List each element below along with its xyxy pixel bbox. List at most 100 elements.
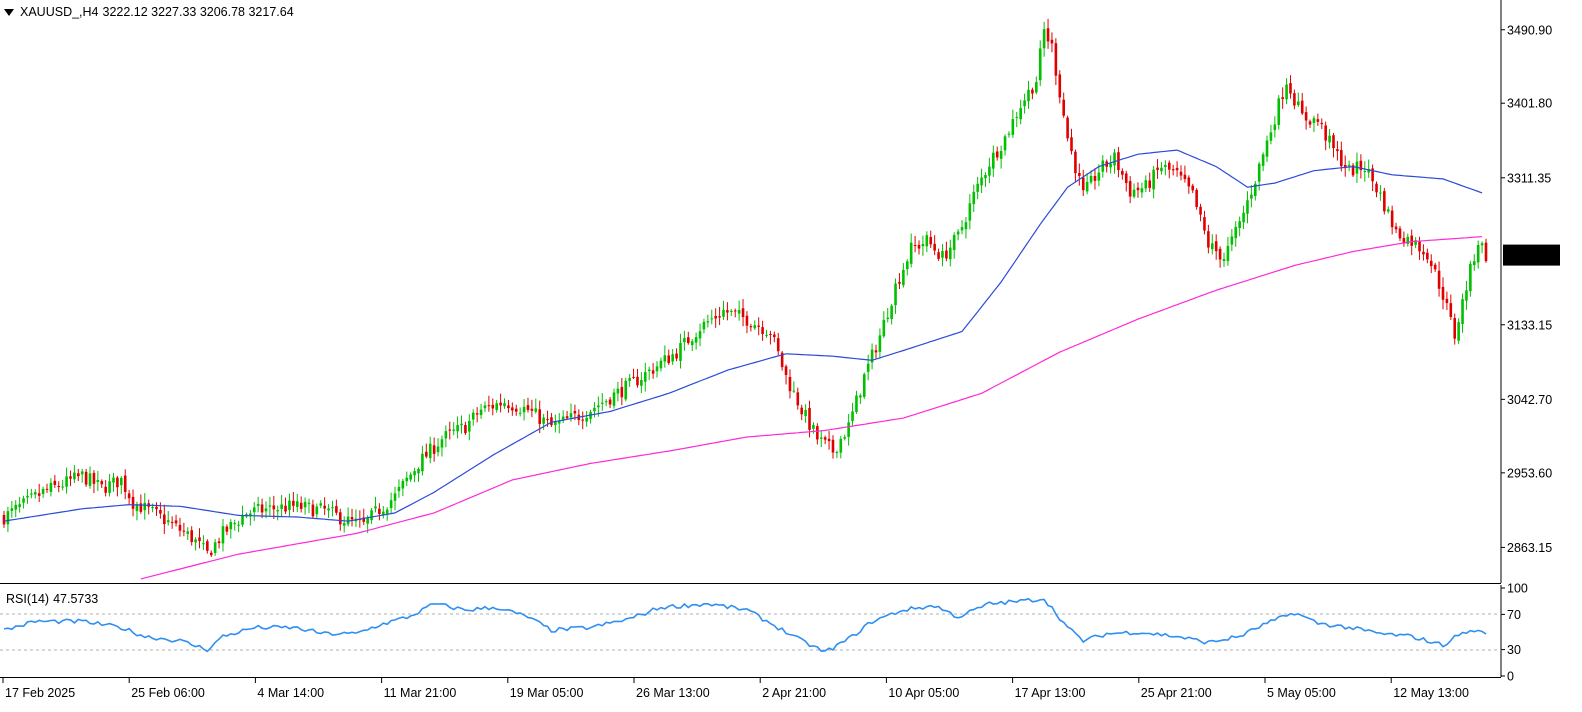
candle <box>628 373 631 387</box>
candle <box>327 504 330 518</box>
candle <box>495 399 498 413</box>
candle <box>1097 164 1101 187</box>
candle <box>295 493 299 513</box>
rsi-pane: 100 70 30 0 <box>0 582 1528 684</box>
rsi-header: RSI(14) 47.5733 <box>6 592 98 606</box>
time-tick-label: 19 Mar 05:00 <box>510 686 584 700</box>
time-tick-label: 4 Mar 14:00 <box>257 686 324 700</box>
candle <box>1371 164 1374 191</box>
candle <box>511 402 514 416</box>
candle <box>2 510 6 528</box>
candle <box>1171 164 1175 176</box>
candle <box>819 430 823 448</box>
candle <box>475 407 479 423</box>
candle <box>1285 78 1288 105</box>
candle <box>233 519 237 531</box>
candle <box>1234 221 1238 247</box>
candle <box>1038 40 1042 87</box>
candle <box>581 411 585 430</box>
candle <box>6 506 10 533</box>
candle <box>886 307 890 323</box>
candle <box>432 437 436 462</box>
candle <box>1375 181 1378 198</box>
candle <box>1437 261 1441 297</box>
candle <box>1429 254 1433 274</box>
candle <box>796 387 800 410</box>
candle <box>53 474 57 488</box>
candle <box>1152 165 1155 199</box>
candle <box>776 332 780 356</box>
candle <box>1238 216 1241 237</box>
candle <box>1308 119 1312 128</box>
candle <box>702 318 706 334</box>
candle <box>1332 132 1335 158</box>
candle <box>718 306 721 326</box>
candle <box>788 369 792 399</box>
candle <box>585 411 588 427</box>
candle <box>874 344 878 359</box>
symbol-header[interactable]: XAUUSD_,H4 3222.12 3227.33 3206.78 3217.… <box>4 5 294 19</box>
candle <box>417 467 420 482</box>
candle <box>1449 294 1453 320</box>
candle <box>800 404 803 421</box>
candle <box>972 184 976 213</box>
candle <box>229 519 233 539</box>
candle <box>182 522 186 537</box>
candle <box>769 330 772 345</box>
candle <box>534 398 538 414</box>
candle <box>1027 80 1030 109</box>
candle <box>249 509 252 526</box>
candle <box>178 517 182 537</box>
candle <box>683 330 686 351</box>
candle <box>362 508 366 526</box>
candle <box>1300 93 1304 116</box>
candle <box>882 311 886 338</box>
candle <box>409 472 412 482</box>
candle <box>1062 92 1065 118</box>
candle <box>1394 222 1398 234</box>
candle <box>1457 318 1460 344</box>
candle <box>37 483 41 503</box>
candle <box>213 539 217 556</box>
candle <box>61 479 64 491</box>
time-tick-label: 17 Feb 2025 <box>5 686 75 700</box>
candle <box>1054 38 1058 86</box>
candle <box>1218 246 1222 268</box>
rsi-axis-ticks: 100 70 30 0 <box>1501 582 1528 684</box>
dropdown-triangle-icon[interactable] <box>4 8 14 16</box>
time-tick-label: 11 Mar 21:00 <box>384 686 457 700</box>
candle <box>468 414 471 441</box>
candle <box>632 368 635 380</box>
candle <box>855 390 858 414</box>
candle <box>745 311 749 334</box>
candle <box>1476 240 1480 269</box>
candle <box>80 468 84 483</box>
candle <box>436 438 440 457</box>
candle <box>859 393 862 404</box>
candle <box>1386 206 1390 214</box>
candle <box>33 489 37 499</box>
candle <box>608 396 612 409</box>
candle <box>600 392 604 411</box>
candle <box>440 435 444 457</box>
candle <box>30 488 33 499</box>
candle <box>1250 185 1253 208</box>
candle <box>428 436 432 464</box>
candle <box>671 348 674 365</box>
candle <box>241 505 244 528</box>
candle <box>905 259 909 276</box>
candle <box>1031 87 1034 100</box>
candle <box>749 323 753 332</box>
candle <box>1328 128 1331 149</box>
rsi-name: RSI(14) <box>6 592 50 606</box>
candle <box>784 364 788 385</box>
candle <box>1148 172 1152 192</box>
candle <box>1109 155 1112 174</box>
candle <box>252 502 256 521</box>
rsi-line <box>3 597 1487 653</box>
time-tick-label: 17 Apr 13:00 <box>1015 686 1086 700</box>
candle <box>839 435 843 459</box>
candle <box>694 332 698 350</box>
candle <box>1195 188 1198 210</box>
candle <box>237 520 240 533</box>
